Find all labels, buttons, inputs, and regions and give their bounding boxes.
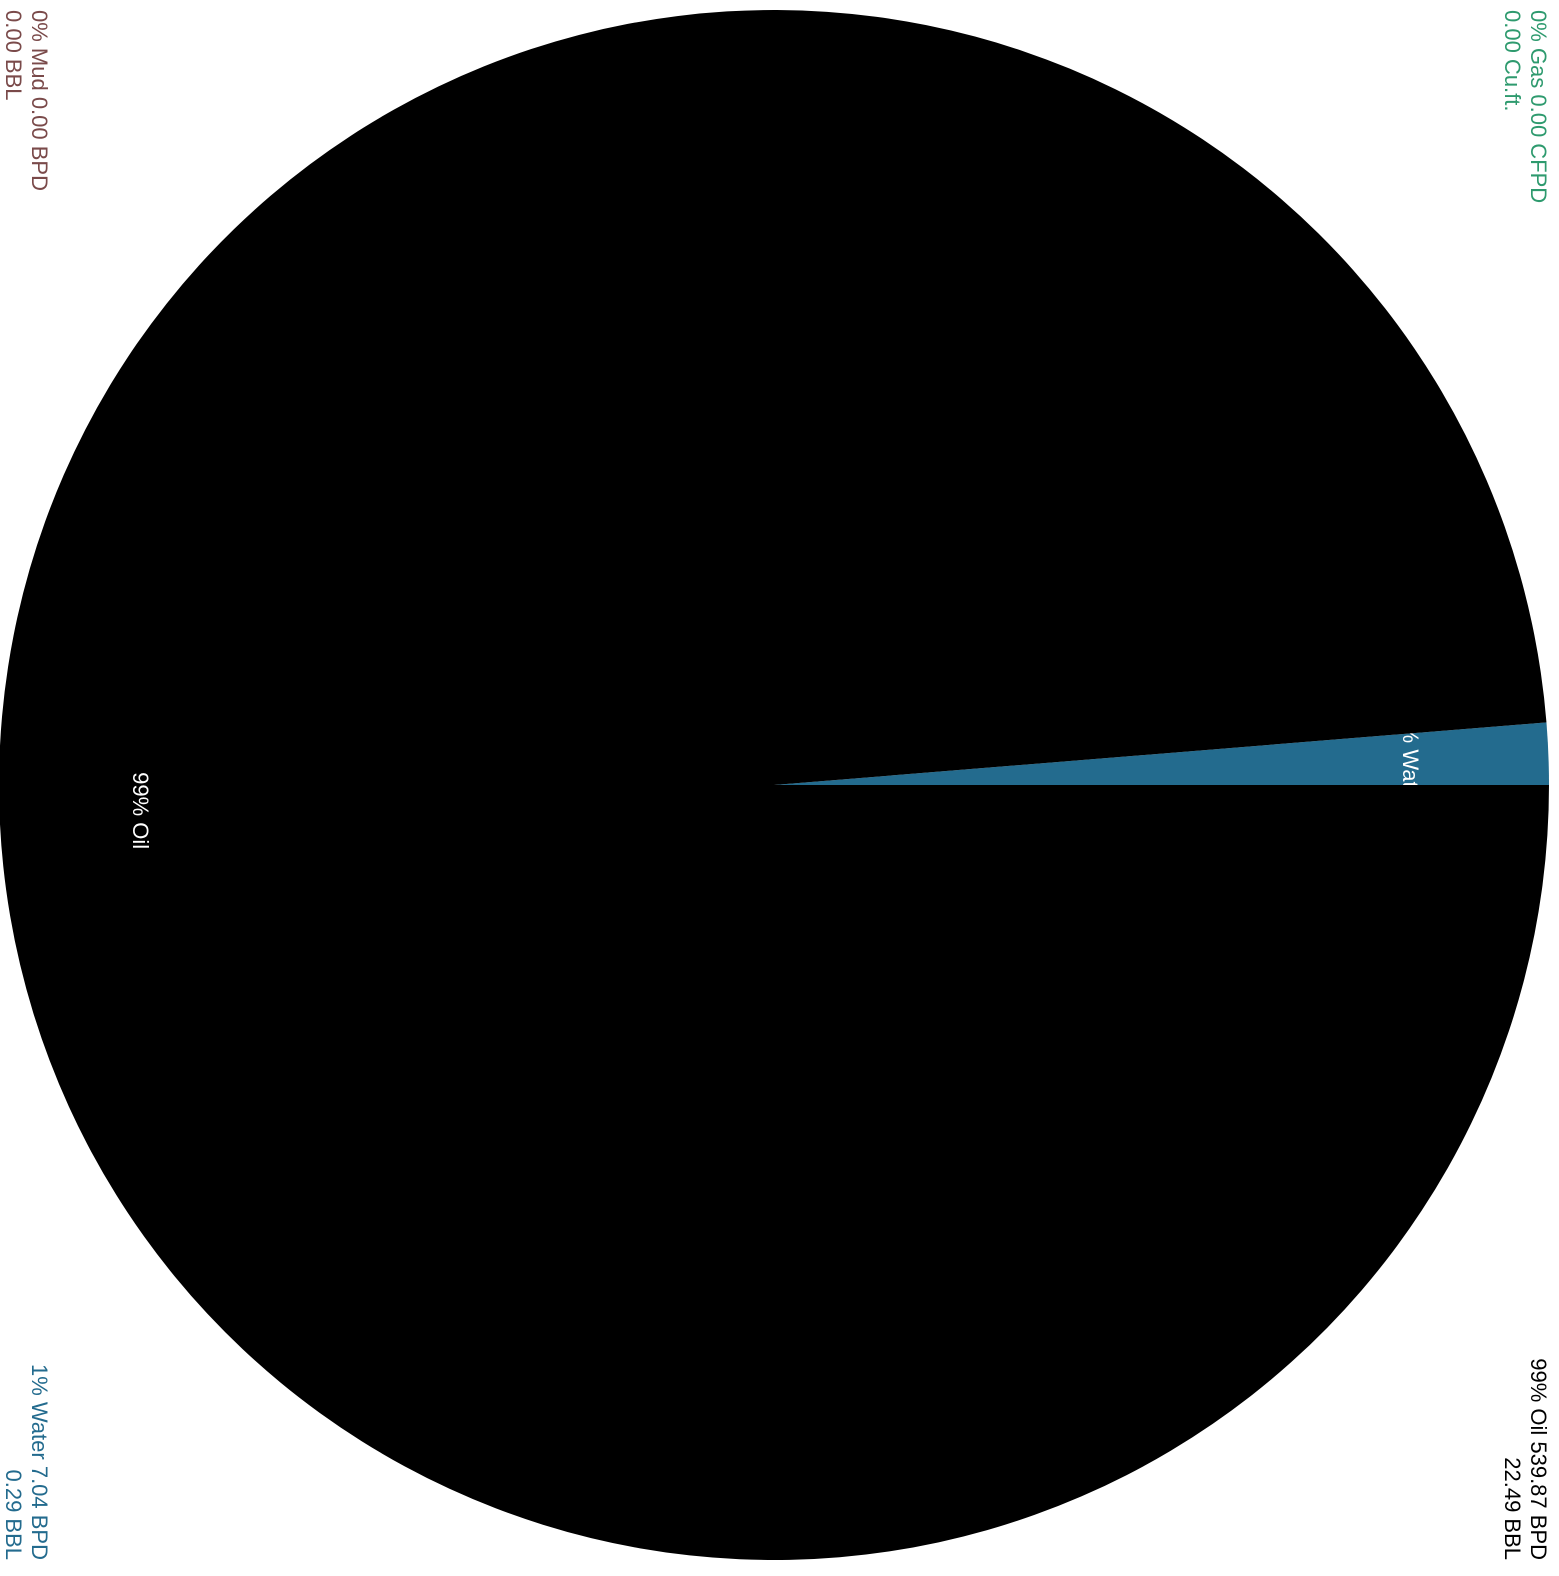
slice-label: 99% Oil <box>128 772 153 849</box>
legend-text: 0% Mud 0.00 BPD <box>27 10 52 191</box>
pie-slice <box>774 722 1549 785</box>
legend-text: 22.49 BBL <box>1500 1457 1525 1560</box>
pie-slice <box>0 9 1549 1560</box>
legend-text: 0.29 BBL <box>1 1469 26 1560</box>
legend-text: 99% Oil 539.87 BPD <box>1526 1358 1551 1560</box>
legend-text: 0.00 Cu.ft. <box>1500 10 1525 112</box>
legend-text: 1% Water 7.04 BPD <box>27 1364 52 1560</box>
legend-text: 0% Gas 0.00 CFPD <box>1526 10 1551 203</box>
legend-text: 0.00 BBL <box>1 10 26 101</box>
